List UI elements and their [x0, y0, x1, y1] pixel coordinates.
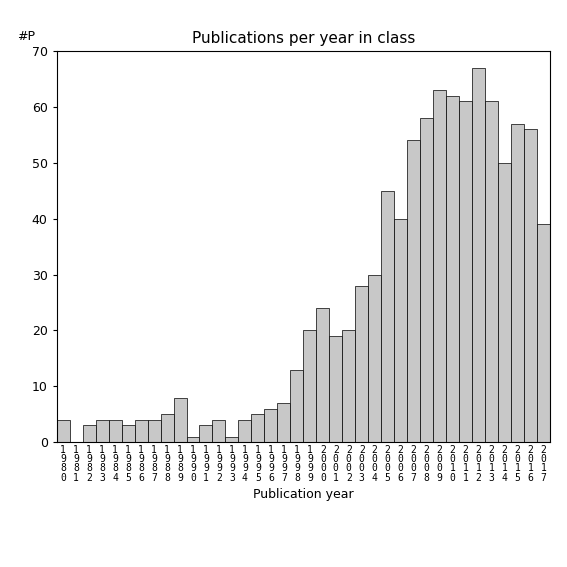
Bar: [433, 90, 446, 442]
Bar: [239, 420, 251, 442]
Bar: [446, 96, 459, 442]
Bar: [251, 414, 264, 442]
Bar: [213, 420, 226, 442]
Bar: [303, 331, 316, 442]
Bar: [420, 118, 433, 442]
Bar: [96, 420, 109, 442]
X-axis label: Publication year: Publication year: [253, 488, 354, 501]
Bar: [121, 425, 134, 442]
Bar: [264, 409, 277, 442]
Bar: [394, 219, 407, 442]
Bar: [226, 437, 239, 442]
Bar: [381, 191, 394, 442]
Bar: [316, 308, 329, 442]
Bar: [200, 425, 213, 442]
Bar: [57, 420, 70, 442]
Bar: [407, 141, 420, 442]
Bar: [83, 425, 96, 442]
Bar: [511, 124, 524, 442]
Bar: [537, 225, 550, 442]
Bar: [368, 274, 381, 442]
Bar: [290, 370, 303, 442]
Bar: [485, 101, 498, 442]
Bar: [356, 286, 368, 442]
Bar: [147, 420, 160, 442]
Bar: [498, 163, 511, 442]
Bar: [524, 129, 537, 442]
Bar: [342, 331, 356, 442]
Bar: [459, 101, 472, 442]
Bar: [277, 403, 290, 442]
Bar: [160, 414, 174, 442]
Text: #P: #P: [17, 30, 35, 43]
Bar: [134, 420, 147, 442]
Bar: [187, 437, 200, 442]
Bar: [109, 420, 121, 442]
Bar: [329, 336, 342, 442]
Title: Publications per year in class: Publications per year in class: [192, 31, 415, 46]
Bar: [174, 397, 187, 442]
Bar: [472, 68, 485, 442]
